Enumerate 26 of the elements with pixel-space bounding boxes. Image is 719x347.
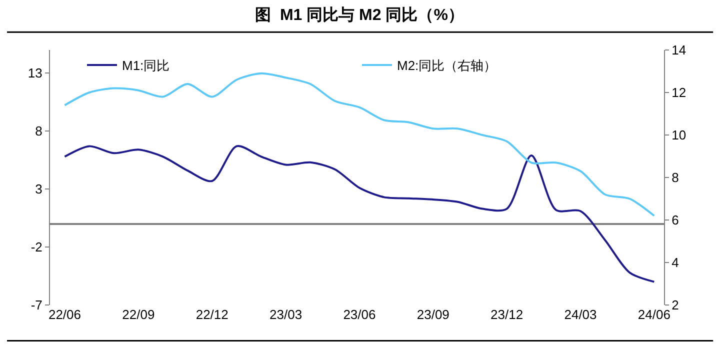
y-tick-label: 13 <box>28 66 42 81</box>
chart-title: 图 M1 同比与 M2 同比（%） <box>255 6 464 24</box>
x-tick-label: 24/06 <box>638 307 670 322</box>
x-tick-label: 23/12 <box>490 307 524 322</box>
y-tick-label: -2 <box>30 240 42 255</box>
legend-label: M1:同比 <box>122 58 170 74</box>
y2-tick-label: 6 <box>672 212 679 228</box>
line-series <box>64 145 656 283</box>
y2-tick-label: 4 <box>672 255 679 270</box>
x-tick-label: 23/06 <box>343 307 376 322</box>
y2-tick-label: 10 <box>672 128 686 143</box>
x-tick-label: 22/09 <box>122 307 155 322</box>
x-tick-label: 24/03 <box>564 307 597 322</box>
x-tick-label: 22/12 <box>196 307 228 322</box>
legend-label: M2:同比（右轴） <box>397 58 497 74</box>
y2-tick-label: 8 <box>672 170 679 186</box>
y2-tick-label: 2 <box>672 298 679 313</box>
line-series <box>64 72 656 217</box>
x-tick-label: 22/06 <box>48 307 82 322</box>
y-tick-label: 3 <box>35 182 42 197</box>
y-tick-label: -7 <box>30 298 42 313</box>
y2-tick-label: 12 <box>672 85 686 100</box>
y2-tick-label: 14 <box>672 42 686 58</box>
x-tick-label: 23/09 <box>416 307 450 322</box>
x-tick-label: 23/03 <box>270 307 302 322</box>
y-tick-label: 8 <box>35 124 42 139</box>
